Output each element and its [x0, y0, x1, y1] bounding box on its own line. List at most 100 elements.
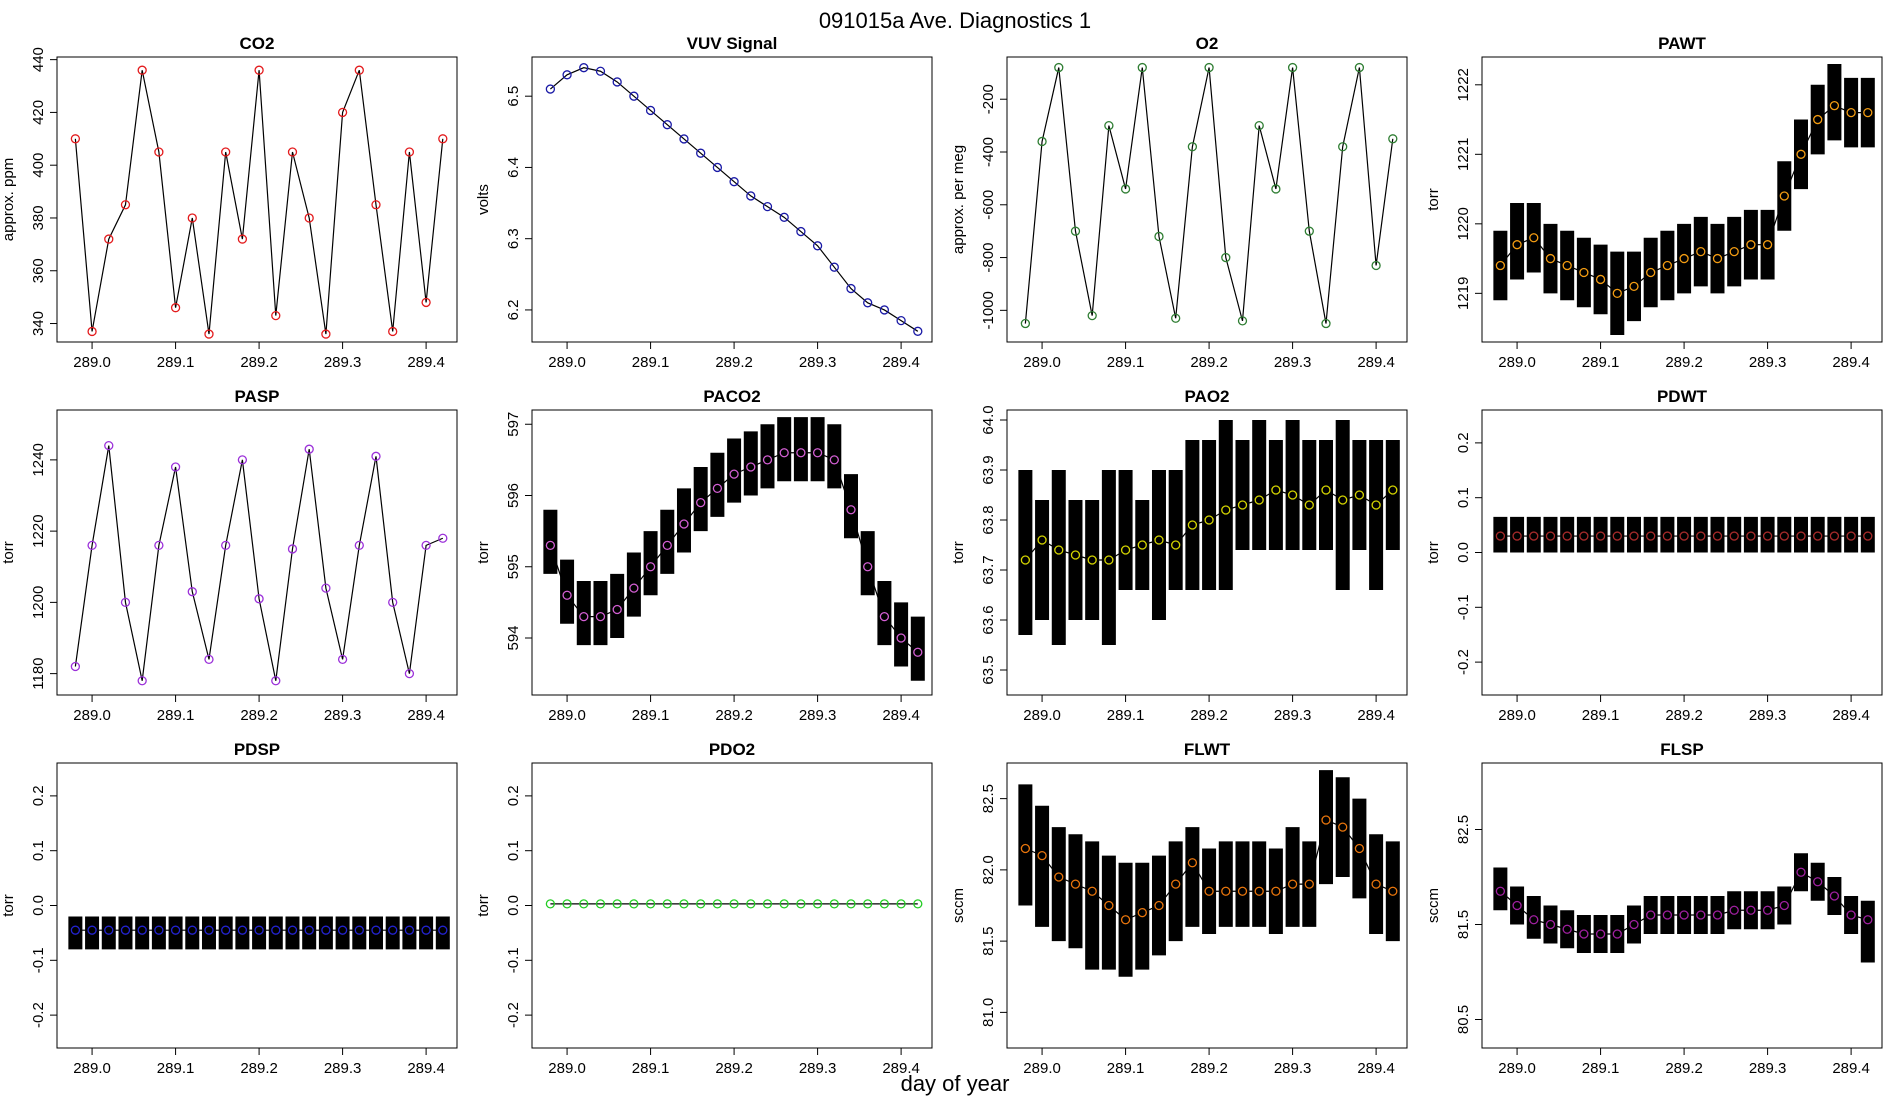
- x-tick-label: 289.4: [407, 354, 445, 371]
- average-point: [679, 134, 689, 144]
- panel-title: PDWT: [1657, 387, 1708, 406]
- average-point: [70, 134, 81, 144]
- average-point: [1237, 500, 1248, 510]
- average-point: [438, 533, 448, 543]
- average-point: [1796, 149, 1806, 159]
- average-point: [1712, 253, 1723, 264]
- average-point: [1304, 879, 1314, 889]
- average-point: [337, 925, 348, 935]
- average-point: [1120, 184, 1131, 194]
- y-tick-label: 64.0: [980, 405, 997, 434]
- plot-frame: [1006, 56, 1408, 343]
- average-point: [1037, 136, 1047, 147]
- average-point: [1321, 815, 1331, 825]
- x-tick-label: 289.2: [1190, 707, 1228, 724]
- average-point: [812, 448, 823, 458]
- average-point: [87, 925, 97, 935]
- x-tick-label: 289.3: [1749, 1060, 1787, 1077]
- average-point: [829, 899, 839, 909]
- y-tick-label: -0.2: [505, 1002, 522, 1028]
- average-point: [1746, 531, 1756, 541]
- average-point: [1354, 490, 1365, 500]
- average-point: [1846, 531, 1856, 541]
- average-point: [1171, 879, 1181, 889]
- average-point: [1304, 226, 1314, 236]
- average-point: [612, 604, 622, 615]
- average-point: [913, 899, 923, 909]
- average-point: [221, 147, 231, 157]
- average-point: [1562, 260, 1572, 271]
- average-point: [762, 201, 773, 212]
- average-point: [1612, 929, 1622, 939]
- average-point: [1512, 531, 1522, 541]
- average-point: [1629, 919, 1639, 930]
- average-point: [1020, 318, 1031, 329]
- average-point: [846, 505, 856, 515]
- average-point: [1388, 886, 1398, 896]
- panel-title: O2: [1196, 34, 1219, 53]
- average-point: [254, 594, 264, 604]
- y-tick-label: 1200: [30, 586, 47, 619]
- average-point: [304, 213, 314, 223]
- y-tick-label: 0.0: [505, 895, 522, 916]
- average-point: [304, 444, 314, 454]
- average-point: [404, 668, 415, 679]
- average-point: [204, 925, 214, 935]
- x-tick-label: 289.2: [715, 707, 753, 724]
- average-point: [1037, 535, 1047, 545]
- average-point: [1187, 520, 1198, 530]
- average-point: [712, 483, 723, 494]
- average-point: [1696, 246, 1706, 257]
- average-point: [879, 611, 890, 622]
- average-point: [1020, 843, 1031, 854]
- average-point: [438, 134, 448, 144]
- average-point: [421, 540, 431, 551]
- average-point: [170, 462, 181, 472]
- average-point: [879, 899, 890, 909]
- x-tick-label: 289.1: [157, 1060, 195, 1077]
- x-tick-label: 289.4: [407, 1060, 445, 1077]
- average-point: [1371, 260, 1381, 271]
- average-point: [645, 105, 656, 116]
- average-point: [1070, 879, 1081, 889]
- average-point: [612, 77, 622, 87]
- x-tick-label: 289.1: [1107, 707, 1145, 724]
- average-point: [321, 925, 331, 935]
- average-point: [438, 925, 448, 935]
- panel: PAWT torr 289.0 289.1 289.2 289.3 289.4 1219 122…: [1425, 34, 1883, 371]
- panel-title: VUV Signal: [687, 34, 778, 53]
- average-point: [1271, 485, 1281, 495]
- average-point: [371, 200, 381, 210]
- average-point: [1354, 843, 1365, 854]
- average-point: [645, 899, 656, 909]
- average-point: [579, 611, 589, 622]
- average-point: [1863, 915, 1873, 925]
- average-point: [1087, 310, 1097, 321]
- average-point: [187, 925, 197, 935]
- average-point: [1529, 531, 1539, 541]
- y-tick-label: 1180: [30, 657, 47, 689]
- average-point: [612, 899, 622, 909]
- y-axis-label: torr: [1425, 188, 1442, 211]
- average-point: [1354, 62, 1365, 73]
- average-point: [746, 899, 756, 909]
- y-tick-label: 63.7: [980, 555, 997, 584]
- average-point: [1087, 886, 1097, 896]
- panel-title: PDO2: [709, 740, 755, 759]
- average-point: [1646, 910, 1656, 920]
- panel: PACO2 torr 289.0 289.1 289.2 289.3 289.4 594 595…: [475, 387, 933, 724]
- raw-line: [1024, 67, 1394, 324]
- x-tick-label: 289.1: [632, 354, 670, 371]
- panel: O2 approx. per meg 289.0 289.1 289.2 289.3 289…: [950, 34, 1408, 371]
- average-point: [1254, 886, 1264, 896]
- x-tick-label: 289.2: [240, 707, 278, 724]
- average-point: [187, 587, 197, 597]
- average-point: [388, 326, 398, 337]
- average-point: [579, 63, 589, 73]
- average-point: [1221, 886, 1231, 896]
- y-tick-label: 82.5: [980, 784, 997, 813]
- panel: FLWT sccm 289.0 289.1 289.2 289.3 289.4 81.0 81.…: [950, 740, 1408, 1077]
- average-point: [154, 925, 164, 935]
- average-point: [829, 262, 839, 272]
- average-point: [796, 448, 806, 458]
